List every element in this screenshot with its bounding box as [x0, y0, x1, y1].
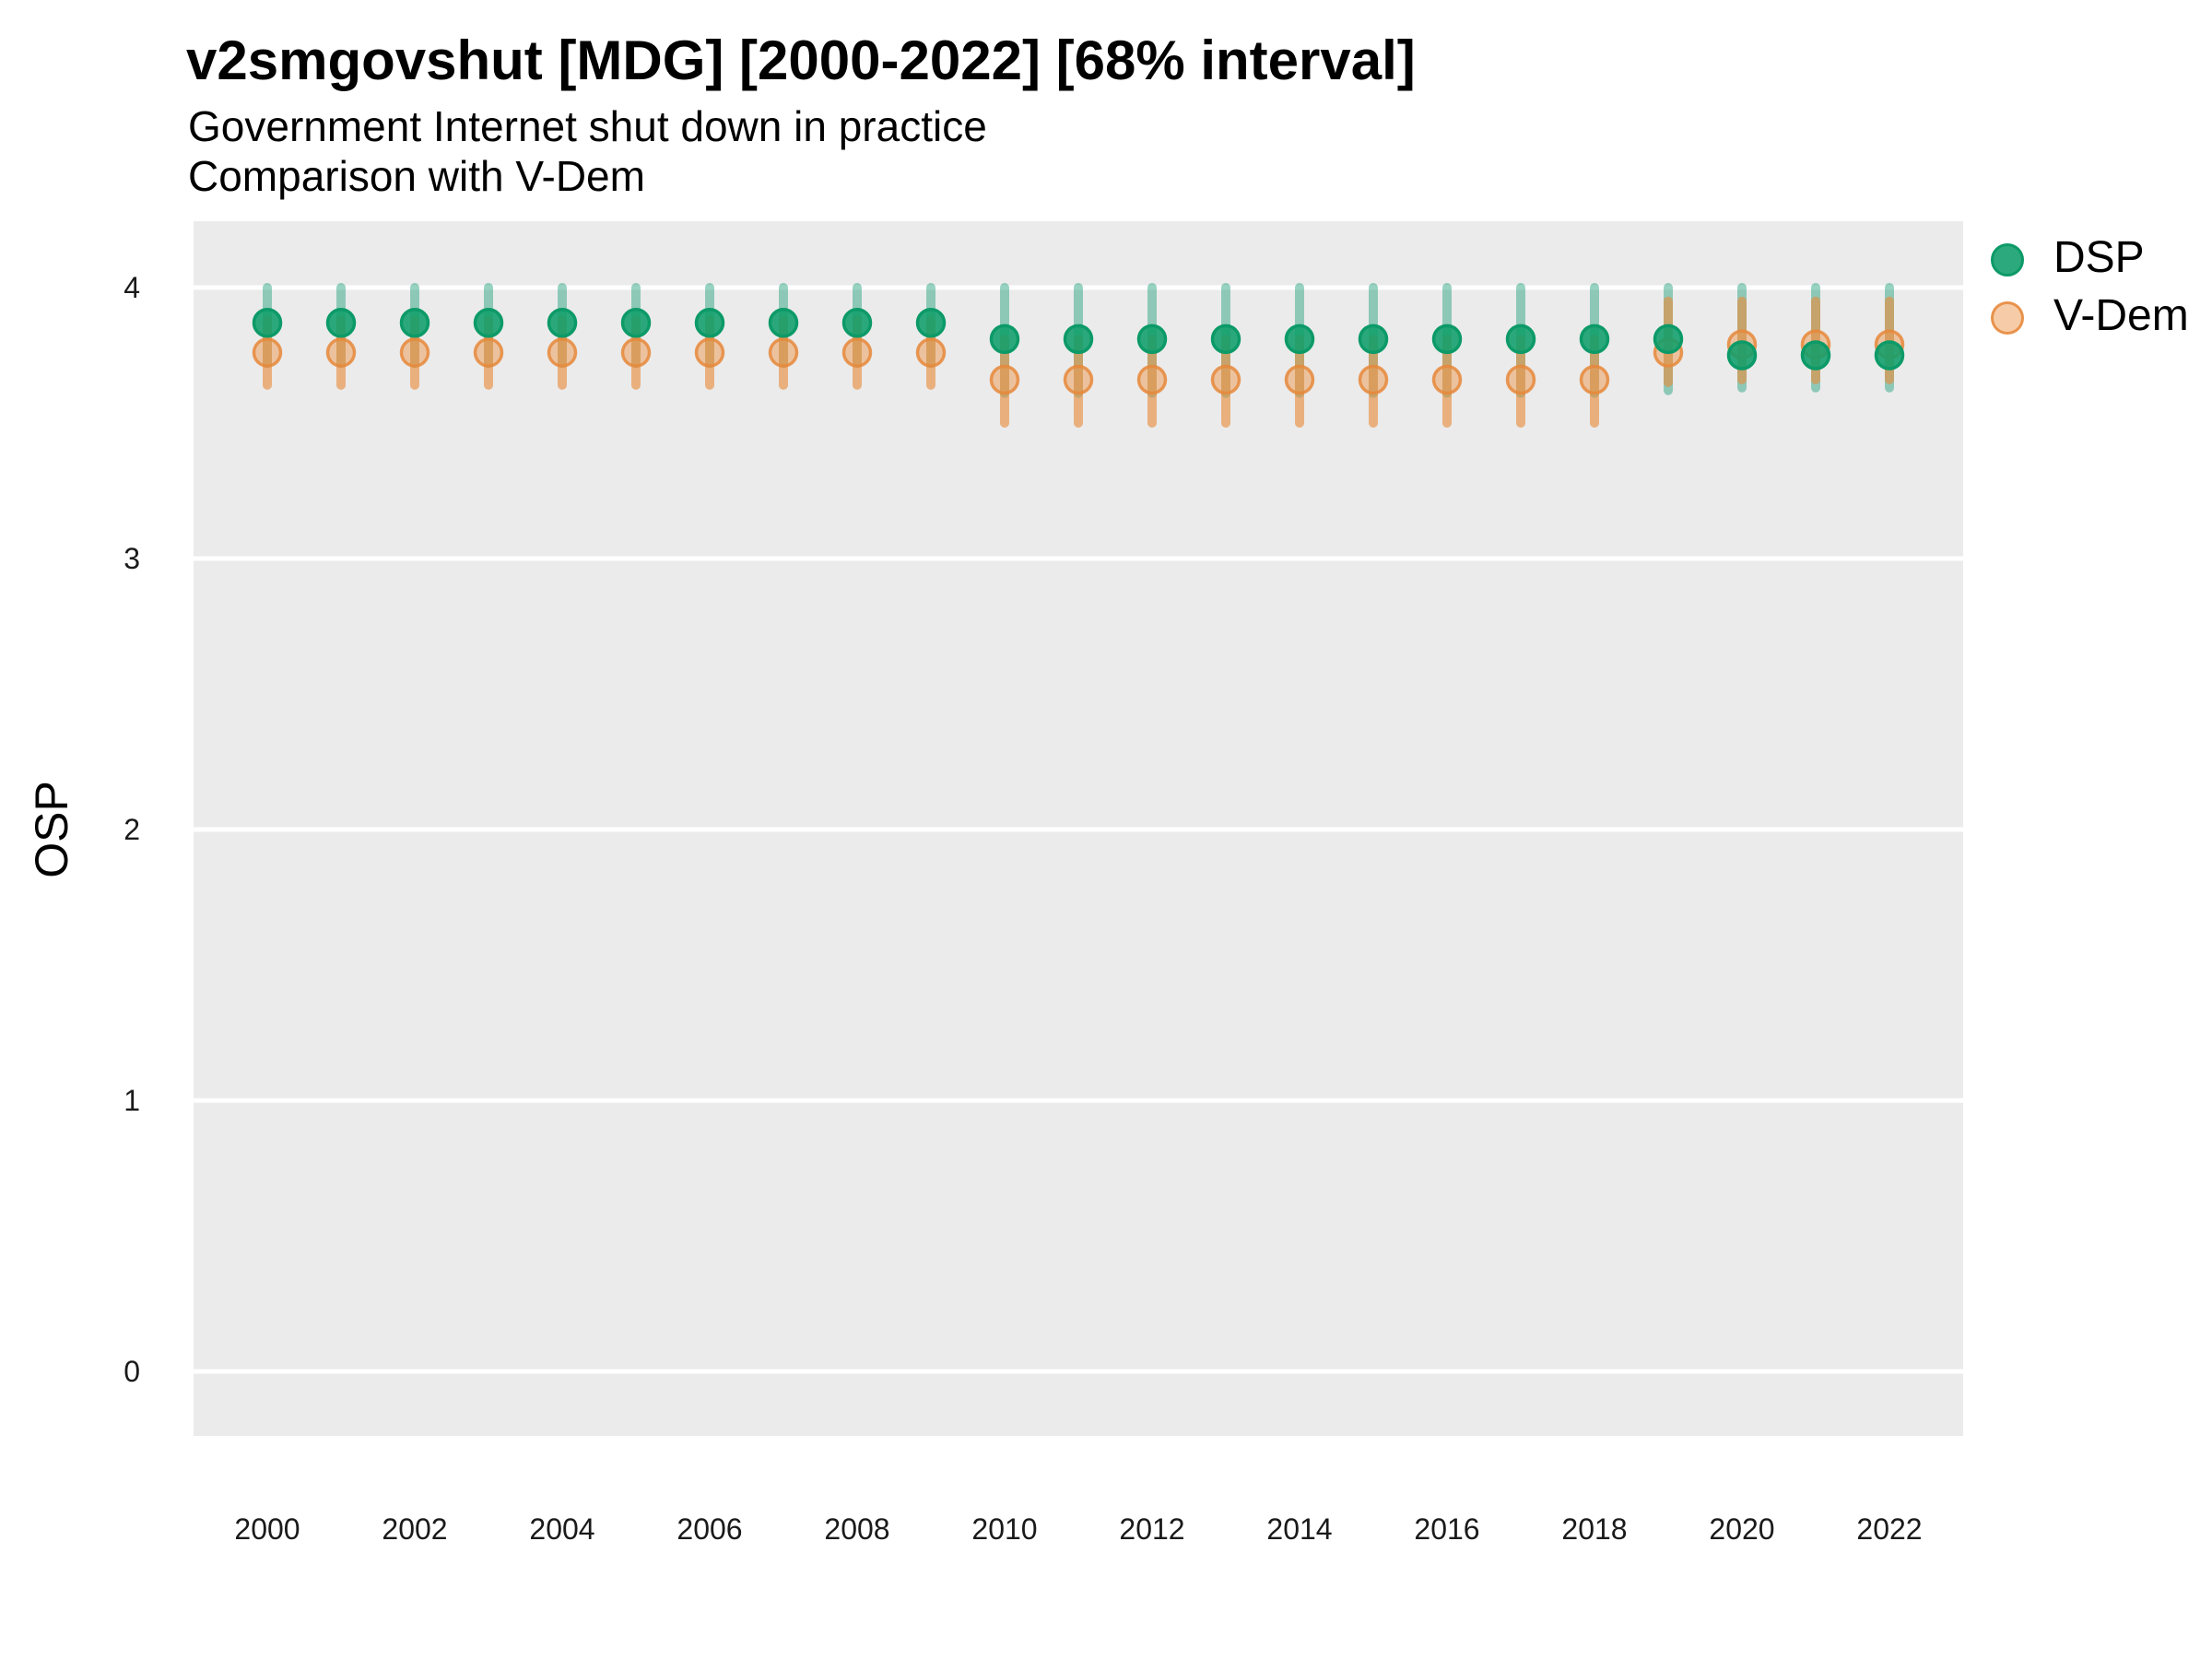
dsp-point-2001 [325, 307, 357, 338]
dsp-point-2016 [1431, 324, 1463, 355]
dsp-point-2018 [1579, 324, 1610, 355]
dsp-point-2002 [399, 307, 430, 338]
x-tick-label-2018: 2018 [1561, 1512, 1628, 1546]
vdem-point-2014 [1284, 364, 1315, 395]
dsp-point-2007 [768, 307, 799, 338]
vdem-point-2007 [768, 337, 799, 368]
dsp-point-2010 [989, 324, 1020, 355]
legend-label-vdem: V-Dem [2053, 291, 2189, 340]
vdem-point-2009 [915, 337, 947, 368]
dsp-point-2019 [1653, 324, 1684, 355]
dsp-point-2020 [1726, 340, 1758, 371]
x-tick-label-2008: 2008 [824, 1512, 890, 1546]
vdem-point-2018 [1579, 364, 1610, 395]
y-tick-label-2: 2 [124, 813, 140, 846]
vdem-point-2002 [399, 337, 430, 368]
vdem-point-2015 [1358, 364, 1389, 395]
x-tick-label-2006: 2006 [677, 1512, 743, 1546]
dsp-point-2014 [1284, 324, 1315, 355]
vdem-point-2003 [473, 337, 504, 368]
x-tick-label-2000: 2000 [234, 1512, 300, 1546]
vdem-point-2016 [1431, 364, 1463, 395]
y-axis-title: OSP [26, 781, 77, 878]
y-tick-label-3: 3 [124, 542, 140, 575]
vdem-point-2017 [1505, 364, 1536, 395]
dsp-point-2021 [1800, 340, 1831, 371]
y-tick-label-4: 4 [124, 271, 140, 304]
vdem-point-2004 [547, 337, 578, 368]
dsp-point-2003 [473, 307, 504, 338]
y-tick-label-0: 0 [124, 1355, 140, 1388]
vdem-point-2005 [620, 337, 652, 368]
chart-subtitle-line2: Comparison with V-Dem [188, 152, 645, 200]
vdem-point-2000 [252, 337, 283, 368]
vdem-point-2006 [694, 337, 725, 368]
dsp-point-2005 [620, 307, 652, 338]
y-tick-label-1: 1 [124, 1084, 140, 1117]
chart-title: v2smgovshut [MDG] [2000-2022] [68% inter… [186, 29, 1416, 91]
vdem-point-2013 [1210, 364, 1241, 395]
x-tick-label-2010: 2010 [971, 1512, 1038, 1546]
dsp-point-2000 [252, 307, 283, 338]
x-tick-label-2002: 2002 [382, 1512, 448, 1546]
dsp-point-2009 [915, 307, 947, 338]
dsp-point-2013 [1210, 324, 1241, 355]
legend-label-dsp: DSP [2053, 233, 2145, 282]
legend: DSP V-Dem [1980, 236, 2212, 371]
x-tick-label-2004: 2004 [529, 1512, 595, 1546]
dsp-point-2011 [1063, 324, 1094, 355]
x-tick-label-2016: 2016 [1414, 1512, 1480, 1546]
dsp-point-2012 [1136, 324, 1168, 355]
vdem-point-2010 [989, 364, 1020, 395]
x-tick-label-2020: 2020 [1709, 1512, 1775, 1546]
dsp-point-2006 [694, 307, 725, 338]
x-tick-label-2012: 2012 [1119, 1512, 1185, 1546]
dsp-point-2015 [1358, 324, 1389, 355]
dsp-point-icon [1991, 243, 2024, 276]
x-tick-label-2014: 2014 [1266, 1512, 1333, 1546]
x-tick-label-2022: 2022 [1856, 1512, 1923, 1546]
chart-subtitle-line1: Government Internet shut down in practic… [188, 102, 987, 150]
vdem-point-icon [1991, 301, 2024, 335]
vdem-point-2012 [1136, 364, 1168, 395]
dsp-point-2017 [1505, 324, 1536, 355]
dsp-point-2022 [1874, 340, 1905, 371]
vdem-point-2001 [325, 337, 357, 368]
dsp-point-2008 [841, 307, 873, 338]
vdem-point-2008 [841, 337, 873, 368]
dsp-point-2004 [547, 307, 578, 338]
vdem-point-2011 [1063, 364, 1094, 395]
